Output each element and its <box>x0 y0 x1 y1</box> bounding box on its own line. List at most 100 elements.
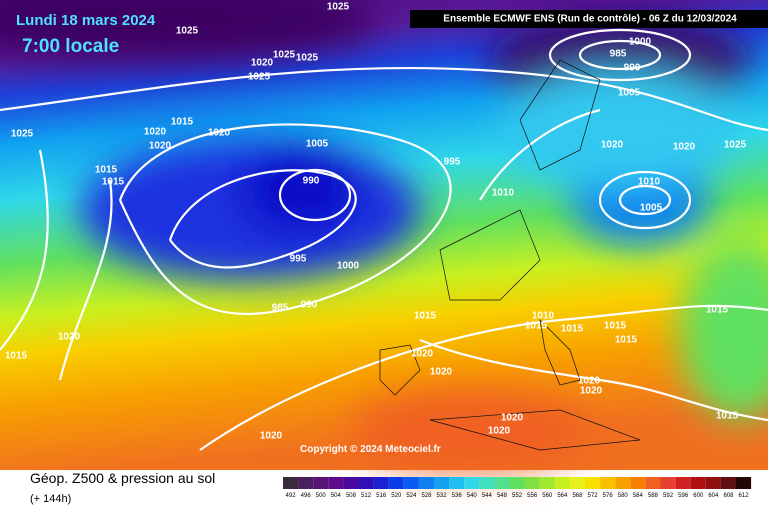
scale-swatch <box>645 477 661 489</box>
scale-label: 580 <box>618 493 629 499</box>
isobar-label: 1015 <box>525 321 548 332</box>
isobar-label: 1020 <box>149 141 172 152</box>
isobar-label: 1015 <box>706 305 729 316</box>
scale-swatch <box>464 477 480 489</box>
scale-label: 540 <box>467 493 478 499</box>
isobar-label: 1020 <box>501 413 524 424</box>
scale-label: 516 <box>376 493 387 499</box>
scale-swatch <box>388 477 404 489</box>
isobar-label: 1025 <box>248 72 271 83</box>
model-title: Ensemble ECMWF ENS (Run de contrôle) - 0… <box>443 14 737 25</box>
scale-swatch <box>690 477 706 489</box>
isobar-label: 1015 <box>171 117 194 128</box>
scale-swatch <box>569 477 585 489</box>
isobar-label: 1020 <box>58 332 81 343</box>
scale-swatch <box>509 477 525 489</box>
copyright: Copyright © 2024 Meteociel.fr <box>300 444 441 455</box>
scale-swatch <box>298 477 314 489</box>
scale-swatch <box>358 477 374 489</box>
scale-label: 584 <box>633 493 644 499</box>
isobar-label: 1015 <box>615 335 638 346</box>
scale-swatch <box>736 477 752 489</box>
scale-swatch <box>343 477 359 489</box>
scale-label: 612 <box>739 493 750 499</box>
scale-label: 512 <box>361 493 372 499</box>
scale-swatch <box>600 477 616 489</box>
scale-swatch <box>660 477 676 489</box>
scale-label: 532 <box>437 493 448 499</box>
scale-label: 524 <box>406 493 417 499</box>
legend-title: Géop. Z500 & pression au sol <box>30 470 215 486</box>
scale-label: 604 <box>708 493 719 499</box>
isobar-label: 1015 <box>102 177 125 188</box>
isobar-label: 1025 <box>327 2 350 13</box>
scale-swatch <box>615 477 631 489</box>
scale-swatch <box>494 477 510 489</box>
isobar-label: 1020 <box>580 386 603 397</box>
scale-swatch <box>373 477 389 489</box>
scale-swatch <box>449 477 465 489</box>
isobar-label: 1015 <box>716 411 739 422</box>
isobar-label: 1010 <box>638 177 661 188</box>
scale-label: 520 <box>391 493 402 499</box>
isobar-label: 1025 <box>176 26 199 37</box>
scale-swatch <box>554 477 570 489</box>
scale-label: 560 <box>542 493 553 499</box>
isobar-label: 1020 <box>144 127 167 138</box>
scale-swatch <box>313 477 329 489</box>
isobar-label: 1010 <box>532 311 555 322</box>
scale-label: 600 <box>693 493 704 499</box>
scale-label: 552 <box>512 493 523 499</box>
scale-swatch <box>630 477 646 489</box>
isobar-label: 1020 <box>673 142 696 153</box>
map-background <box>0 0 768 470</box>
scale-label: 508 <box>346 493 357 499</box>
scale-swatch <box>283 477 299 489</box>
isobar-label: 1010 <box>492 188 515 199</box>
isobar-label: 1020 <box>260 431 283 442</box>
scale-label: 596 <box>678 493 689 499</box>
scale-swatch <box>720 477 736 489</box>
scale-label: 588 <box>648 493 659 499</box>
isobar-label: 1025 <box>296 53 319 64</box>
isobar-label: 1005 <box>306 139 329 150</box>
isobar-label: 1020 <box>430 367 453 378</box>
lead-time: (+ 144h) <box>30 493 71 505</box>
isobar-label: 1015 <box>95 165 118 176</box>
scale-label: 592 <box>663 493 674 499</box>
isobar-label: 995 <box>444 157 461 168</box>
isobar-label: 1000 <box>629 37 652 48</box>
isobar-label: 1015 <box>414 311 437 322</box>
isobar-label: 1015 <box>561 324 584 335</box>
forecast-time: 7:00 locale <box>22 36 119 57</box>
isobar-label: 1005 <box>618 88 641 99</box>
isobar-label: 990 <box>303 176 320 187</box>
isobar-label: 1020 <box>411 349 434 360</box>
scale-swatch <box>418 477 434 489</box>
scale-label: 528 <box>421 493 432 499</box>
isobar-label: 995 <box>290 254 307 265</box>
scale-swatch <box>524 477 540 489</box>
isobar-label: 1020 <box>488 426 511 437</box>
isobar-label: 985 <box>272 303 289 314</box>
scale-swatch <box>539 477 555 489</box>
isobar-label: 1005 <box>640 203 663 214</box>
scale-label: 536 <box>452 493 463 499</box>
scale-label: 504 <box>331 493 342 499</box>
scale-label: 572 <box>588 493 599 499</box>
scale-label: 500 <box>316 493 327 499</box>
isobar-label: 1020 <box>208 128 231 139</box>
scale-swatch <box>705 477 721 489</box>
isobar-label: 1025 <box>11 129 34 140</box>
isobar-label: 990 <box>624 63 641 74</box>
isobar-label: 1020 <box>601 140 624 151</box>
scale-label: 576 <box>603 493 614 499</box>
scale-swatch <box>403 477 419 489</box>
scale-swatch <box>585 477 601 489</box>
isobar-label: 985 <box>610 49 627 60</box>
isobar-label: 1000 <box>337 261 360 272</box>
color-scale: 492 496 500 504 508 512 516 520 524 528 532 536 540 5… <box>283 477 752 499</box>
scale-label: 568 <box>572 493 583 499</box>
